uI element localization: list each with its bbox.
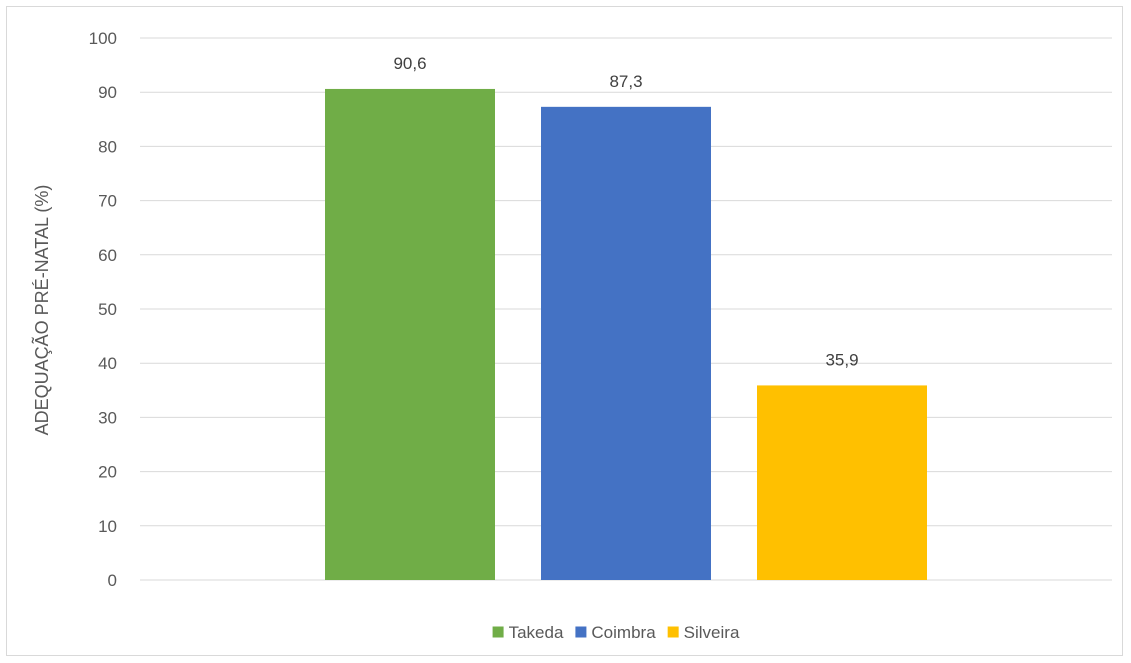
y-tick-label: 100 xyxy=(89,29,117,48)
legend-label-coimbra: Coimbra xyxy=(591,623,656,642)
y-tick-label: 80 xyxy=(98,137,117,156)
legend-swatch-takeda xyxy=(492,626,504,638)
y-tick-label: 10 xyxy=(98,517,117,536)
y-axis-label: ADEQUAÇÃO PRÉ-NATAL (%) xyxy=(31,185,52,436)
bar-silveira xyxy=(757,385,927,580)
y-tick-label: 20 xyxy=(98,463,117,482)
y-tick-label: 30 xyxy=(98,408,117,427)
y-tick-label: 70 xyxy=(98,192,117,211)
y-tick-label: 40 xyxy=(98,354,117,373)
data-label-silveira: 35,9 xyxy=(825,350,858,369)
bars xyxy=(325,88,927,581)
y-tick-label: 60 xyxy=(98,246,117,265)
bar-takeda xyxy=(325,88,495,580)
legend-label-silveira: Silveira xyxy=(684,623,740,642)
legend: Takeda Coimbra Silveira xyxy=(492,623,740,642)
data-label-takeda: 90,6 xyxy=(393,54,426,73)
y-tick-label: 90 xyxy=(98,83,117,102)
y-tick-label: 0 xyxy=(108,571,117,590)
data-label-coimbra: 87,3 xyxy=(609,72,642,91)
y-axis-ticks: 0 10 20 30 40 50 60 70 80 90 100 xyxy=(89,29,117,590)
y-tick-label: 50 xyxy=(98,300,117,319)
legend-swatch-silveira xyxy=(667,626,679,638)
bar-coimbra xyxy=(541,106,711,581)
data-labels: 90,6 87,3 35,9 xyxy=(393,54,858,369)
legend-swatch-coimbra xyxy=(575,626,587,638)
legend-label-takeda: Takeda xyxy=(509,623,564,642)
